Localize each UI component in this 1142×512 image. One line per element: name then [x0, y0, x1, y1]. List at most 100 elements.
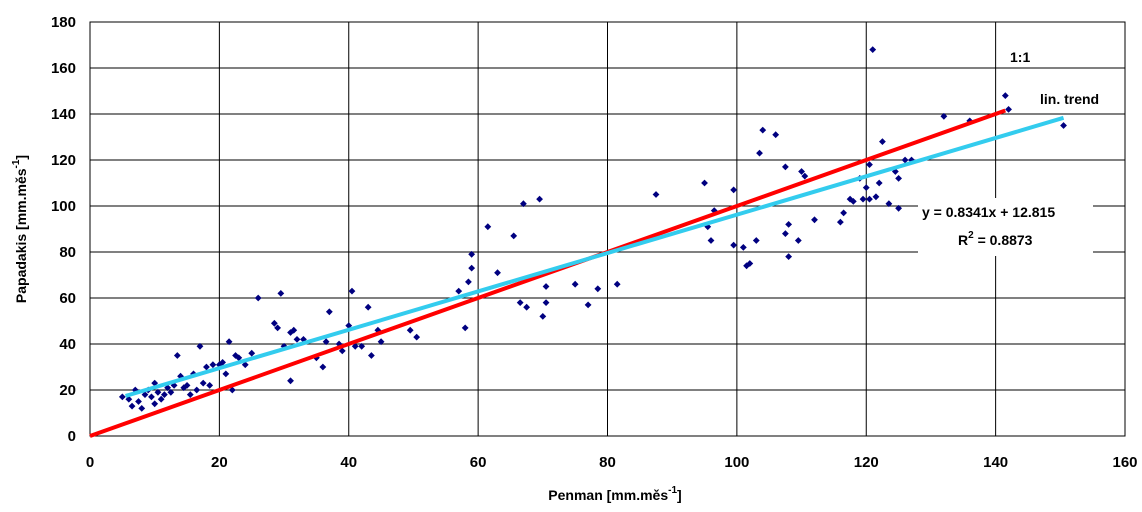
data-point: [151, 400, 159, 408]
data-point: [866, 161, 873, 168]
data-point: [196, 342, 204, 350]
trend-label: lin. trend: [1040, 91, 1099, 107]
y-tick-label: 120: [51, 152, 76, 169]
data-point: [759, 126, 767, 134]
data-point: [406, 326, 414, 334]
y-axis-title: Papadakis [mm.měs-1]: [11, 155, 29, 303]
data-point: [781, 163, 789, 171]
x-tick-label: 100: [724, 454, 749, 471]
data-point: [248, 349, 256, 357]
y-tick-labels: 0 20 40 60 80 100 120 140 160 180: [51, 14, 76, 445]
data-point: [413, 333, 421, 341]
data-point: [739, 244, 747, 251]
data-point: [160, 391, 168, 398]
data-point: [869, 46, 877, 53]
data-point: [879, 138, 886, 145]
data-point: [516, 299, 524, 306]
data-point: [872, 193, 880, 201]
x-tick-label: 140: [983, 454, 1008, 471]
data-point: [652, 191, 660, 198]
data-point: [351, 342, 359, 350]
data-point: [811, 216, 818, 224]
data-point: [701, 179, 708, 187]
r-squared-sup: 2: [968, 230, 974, 241]
data-point: [367, 352, 375, 359]
data-point: [752, 237, 760, 244]
x-tick-label: 80: [599, 454, 616, 471]
data-point: [270, 319, 278, 327]
y-axis-title-text: Papadakis [mm.měs: [13, 168, 29, 303]
data-point: [325, 308, 333, 316]
data-point: [335, 340, 343, 348]
data-point: [358, 342, 366, 350]
data-point: [1001, 92, 1009, 99]
x-axis-title-end: ]: [677, 487, 682, 503]
data-point: [322, 338, 330, 346]
data-point: [290, 326, 298, 334]
equation-box: [918, 198, 1093, 256]
data-point: [364, 303, 372, 311]
x-tick-label: 20: [211, 454, 228, 471]
data-point: [895, 204, 902, 212]
data-point: [594, 285, 602, 293]
data-point: [539, 313, 547, 320]
data-point: [536, 195, 543, 203]
data-point: [895, 175, 902, 182]
x-axis-title: Penman [mm.měs-1]: [548, 485, 681, 503]
data-point: [348, 287, 356, 295]
y-tick-label: 140: [51, 106, 76, 123]
data-point: [494, 269, 501, 277]
data-point: [542, 299, 550, 306]
data-point: [756, 149, 763, 157]
data-point: [794, 237, 802, 244]
data-point: [1005, 106, 1012, 113]
data-point: [173, 352, 181, 359]
data-point: [293, 336, 301, 343]
r-squared-value: = 0.8873: [974, 232, 1033, 248]
y-tick-label: 100: [51, 198, 76, 215]
data-point: [862, 184, 870, 191]
data-point: [219, 359, 227, 366]
data-point: [225, 338, 233, 346]
data-point: [730, 241, 738, 249]
y-tick-label: 80: [59, 244, 76, 261]
data-point: [781, 230, 789, 237]
trend-line: [125, 115, 1065, 398]
data-point: [209, 361, 217, 369]
data-point: [277, 290, 285, 297]
y-axis-title-sup: -1: [11, 159, 22, 168]
x-tick-label: 120: [854, 454, 879, 471]
data-point: [235, 354, 243, 362]
data-point: [154, 388, 162, 396]
data-point: [523, 303, 531, 311]
one-to-one-line: [89, 108, 1006, 438]
data-point: [542, 283, 550, 290]
data-point: [125, 395, 133, 403]
data-point: [206, 382, 214, 389]
data-point: [571, 280, 579, 288]
y-tick-label: 0: [68, 428, 76, 445]
data-point: [785, 253, 793, 260]
data-point: [203, 363, 210, 371]
y-tick-label: 20: [59, 382, 76, 399]
one-to-one-label: 1:1: [1010, 49, 1030, 65]
data-point: [274, 324, 281, 332]
data-point: [167, 388, 175, 396]
data-point: [484, 223, 492, 231]
y-tick-label: 40: [59, 336, 76, 353]
x-tick-label: 160: [1112, 454, 1137, 471]
data-point: [785, 221, 793, 228]
data-point: [319, 363, 327, 371]
data-point: [730, 186, 738, 194]
x-tick-label: 60: [470, 454, 487, 471]
data-points: [118, 46, 1067, 412]
data-point: [468, 250, 476, 258]
data-point: [135, 398, 142, 405]
r-squared: R2 = 0.8873: [958, 230, 1033, 248]
data-point: [798, 168, 805, 175]
data-point: [836, 218, 844, 226]
data-point: [866, 195, 873, 203]
data-point: [128, 402, 136, 410]
y-tick-label: 160: [51, 60, 76, 77]
